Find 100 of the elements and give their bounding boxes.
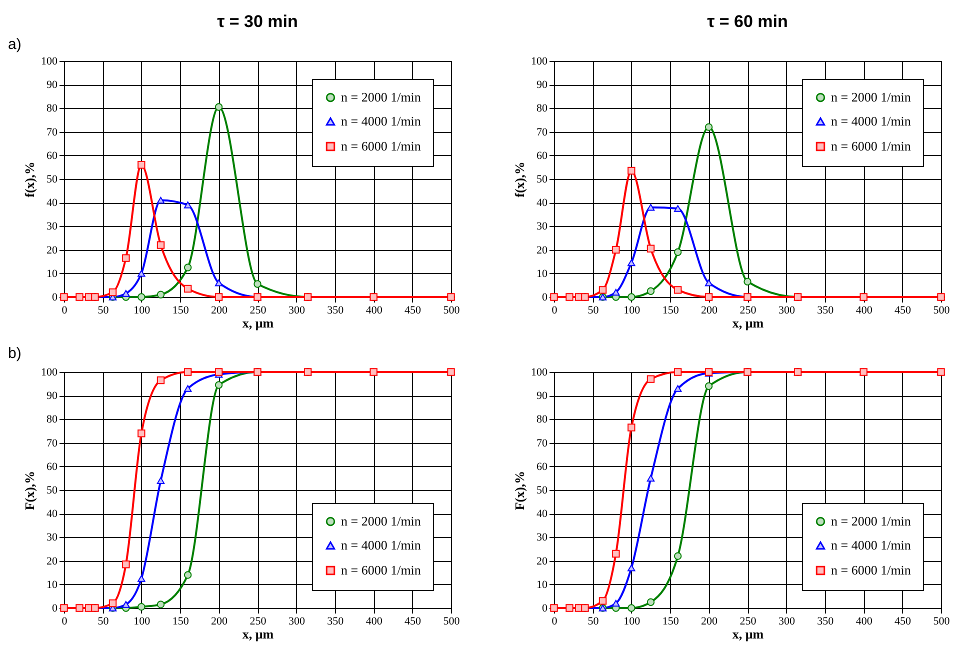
y-tick-label: 100 — [531, 366, 548, 378]
x-tick-label: 200 — [701, 616, 718, 628]
x-tick-label: 400 — [366, 304, 383, 316]
legend-label: n = 2000 1/min — [831, 514, 912, 528]
y-tick-label: 0 — [52, 602, 58, 614]
y-tick-label: 10 — [536, 268, 548, 280]
x-tick-label: 250 — [250, 616, 267, 628]
y-tick-label: 50 — [536, 174, 548, 186]
x-tick-label: 50 — [588, 304, 600, 316]
x-tick-label: 0 — [62, 304, 68, 316]
x-tick-label: 500 — [443, 304, 460, 316]
y-tick-label: 20 — [46, 244, 58, 256]
y-tick-label: 20 — [536, 244, 548, 256]
y-tick-label: 80 — [46, 414, 58, 426]
y-tick-label: 40 — [46, 508, 58, 520]
x-tick-label: 450 — [894, 304, 912, 316]
y-tick-label: 40 — [536, 197, 548, 210]
x-tick-label: 200 — [211, 304, 228, 316]
x-tick-label: 400 — [856, 304, 873, 316]
y-tick-label: 60 — [536, 460, 548, 473]
y-tick-label: 100 — [531, 56, 548, 68]
legend-label: n = 2000 1/min — [831, 90, 912, 104]
y-tick-label: 90 — [536, 390, 548, 402]
x-tick-label: 50 — [98, 304, 110, 316]
x-tick-label: 300 — [778, 616, 796, 628]
x-tick-label: 150 — [662, 304, 680, 316]
x-tick-label: 250 — [740, 616, 757, 628]
y-tick-label: 70 — [536, 126, 548, 138]
y-tick-label: 40 — [46, 197, 58, 210]
legend-label: n = 2000 1/min — [341, 90, 422, 104]
x-tick-label: 200 — [701, 304, 718, 316]
y-tick-label: 90 — [46, 79, 58, 92]
y-axis-title: f(x),% — [22, 162, 37, 198]
x-tick-label: 50 — [98, 616, 110, 628]
x-tick-label: 50 — [588, 616, 600, 628]
legend-label: n = 6000 1/min — [341, 138, 422, 154]
y-tick-label: 80 — [46, 102, 58, 115]
x-tick-label: 150 — [662, 616, 680, 628]
y-tick-label: 70 — [46, 437, 58, 450]
x-tick-label: 250 — [250, 304, 267, 316]
legend-label: n = 4000 1/min — [831, 538, 912, 552]
legend-label: n = 4000 1/min — [831, 114, 912, 128]
chart-title: τ = 30 min — [217, 12, 298, 31]
y-tick-label: 60 — [46, 150, 58, 162]
y-tick-label: 70 — [536, 437, 548, 450]
x-tick-label: 450 — [404, 304, 422, 316]
y-tick-label: 40 — [536, 508, 548, 520]
x-tick-label: 300 — [778, 304, 796, 316]
x-axis-title: x, μm — [242, 316, 274, 330]
y-tick-label: 50 — [536, 484, 548, 496]
y-tick-label: 20 — [536, 555, 548, 568]
x-tick-label: 350 — [327, 616, 344, 628]
x-tick-label: 500 — [933, 304, 950, 316]
legend-label: n = 2000 1/min — [341, 514, 422, 528]
y-tick-label: 30 — [536, 532, 548, 544]
x-tick-label: 100 — [624, 304, 641, 316]
y-tick-label: 50 — [46, 174, 58, 186]
x-axis-title: x, μm — [242, 626, 274, 642]
x-tick-label: 450 — [404, 616, 422, 628]
y-tick-label: 80 — [536, 102, 548, 115]
x-tick-label: 400 — [856, 616, 873, 628]
x-axis-title: x, μm — [732, 626, 764, 642]
y-tick-label: 70 — [46, 126, 58, 138]
y-tick-label: 60 — [536, 150, 548, 162]
legend-label: n = 6000 1/min — [341, 562, 422, 578]
y-tick-label: 100 — [41, 366, 58, 378]
legend-label: n = 6000 1/min — [831, 138, 912, 154]
y-tick-label: 0 — [52, 292, 58, 304]
x-tick-label: 0 — [552, 616, 558, 628]
chart-title: τ = 60 min — [707, 12, 788, 31]
x-tick-label: 100 — [134, 304, 151, 316]
y-tick-label: 90 — [536, 79, 548, 92]
x-tick-label: 350 — [817, 616, 834, 628]
x-tick-label: 100 — [134, 616, 151, 628]
y-tick-label: 0 — [542, 602, 548, 614]
legend-label: n = 6000 1/min — [831, 562, 912, 578]
y-tick-label: 60 — [46, 460, 58, 473]
x-tick-label: 200 — [211, 616, 228, 628]
x-tick-label: 0 — [552, 304, 558, 316]
y-axis-title: f(x),% — [512, 162, 527, 198]
x-tick-label: 250 — [740, 304, 757, 316]
y-tick-label: 90 — [46, 390, 58, 402]
text: a) — [8, 36, 22, 53]
x-tick-label: 150 — [172, 616, 190, 628]
legend-label: n = 4000 1/min — [341, 114, 422, 128]
y-tick-label: 10 — [536, 578, 548, 591]
x-tick-label: 500 — [933, 616, 950, 628]
x-tick-label: 300 — [288, 304, 306, 316]
y-tick-label: 30 — [46, 220, 58, 233]
text: b) — [8, 345, 22, 362]
y-tick-label: 100 — [41, 56, 58, 68]
x-tick-label: 100 — [624, 616, 641, 628]
x-axis-title: x, μm — [732, 316, 764, 330]
x-tick-label: 350 — [327, 304, 344, 316]
x-tick-label: 300 — [288, 616, 306, 628]
x-tick-label: 450 — [894, 616, 912, 628]
y-tick-label: 10 — [46, 268, 58, 280]
y-axis-title: F(x),% — [512, 470, 527, 510]
y-tick-label: 80 — [536, 414, 548, 426]
x-tick-label: 0 — [62, 616, 68, 628]
